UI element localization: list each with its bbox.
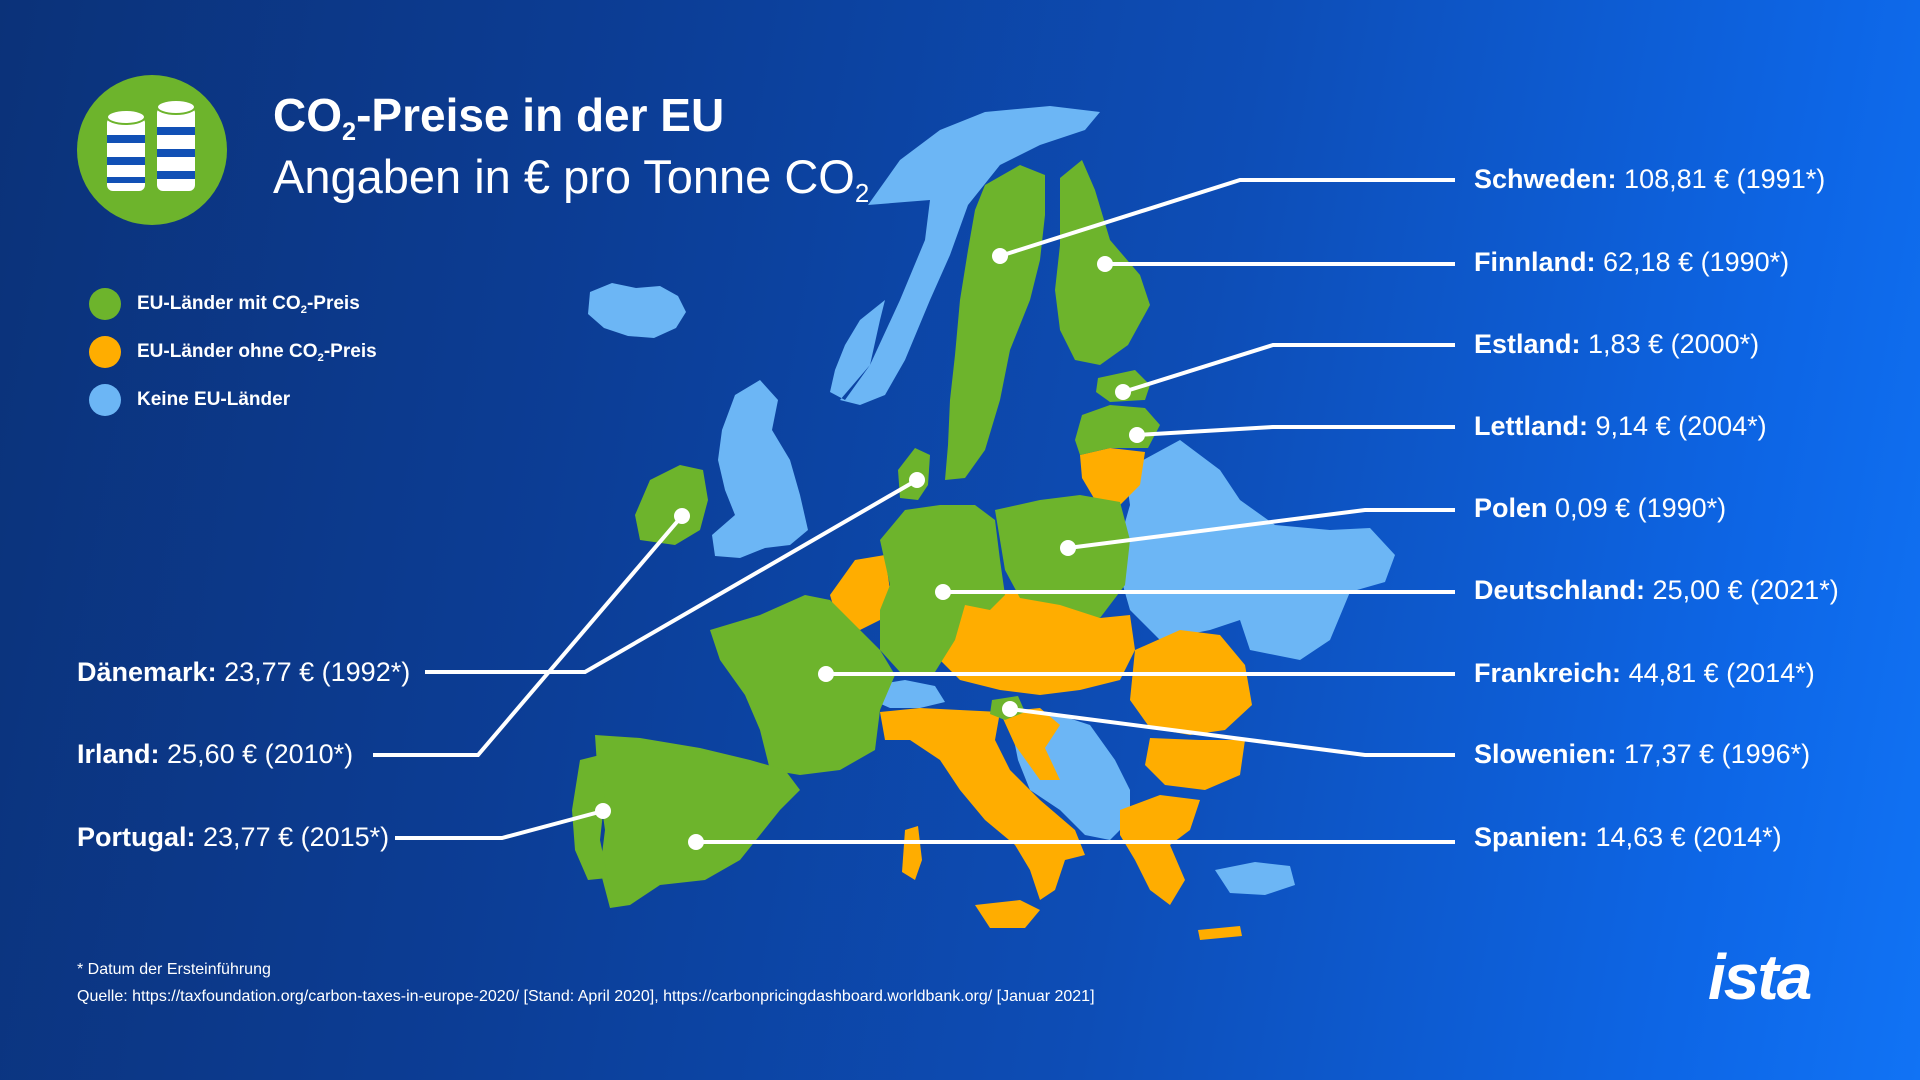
map-benelux (830, 555, 890, 630)
map-poland (995, 495, 1130, 618)
map-romania (1130, 630, 1252, 735)
dot-lettland (1129, 427, 1145, 443)
map-lithuania (1080, 448, 1145, 505)
dot-frankreich (818, 666, 834, 682)
callout-schweden: Schweden: 108,81 € (1991*) (1474, 164, 1826, 194)
connector-irland (373, 514, 684, 757)
legend-dot-green (89, 288, 121, 320)
legend-label: EU-Länder ohne CO2-Preis (137, 340, 377, 364)
legend-label: Keine EU-Länder (137, 389, 291, 410)
dot-deutschland (935, 584, 951, 600)
legend-label: EU-Länder mit CO2-Preis (137, 292, 360, 316)
connector-estland (1122, 343, 1455, 394)
callout-estland: Estland: 1,83 € (2000*) (1474, 329, 1760, 359)
dot-daenemark (909, 472, 925, 488)
map-bulgaria (1145, 738, 1245, 790)
map-croatia (1000, 708, 1060, 780)
dot-estland (1115, 384, 1131, 400)
callout-frankreich: Frankreich: 44,81 € (2014*) (1474, 658, 1815, 688)
footnote: * Datum der Ersteinführung (77, 961, 271, 978)
callout-portugal: Portugal: 23,77 € (2015*) (77, 822, 390, 852)
connector-portugal (395, 809, 604, 840)
legend-dot-blue (89, 384, 121, 416)
callout-irland: Irland: 25,60 € (2010*) (77, 739, 354, 769)
map-uk (712, 380, 808, 558)
connector-daenemark (425, 478, 919, 674)
map-spain (595, 735, 800, 908)
page-title: CO2-Preise in der EU (273, 89, 725, 146)
connector-schweden (999, 178, 1455, 258)
callout-finnland: Finnland: 62,18 € (1990*) (1474, 247, 1790, 277)
connector-slowenien (1009, 707, 1455, 757)
dot-portugal (595, 803, 611, 819)
map-france (710, 595, 895, 775)
map-greece (1120, 795, 1200, 905)
map-switzerland (872, 680, 945, 708)
callout-lettland: Lettland: 9,14 € (2004*) (1474, 411, 1767, 441)
map-east (1120, 440, 1395, 660)
map-iceland (588, 283, 686, 338)
map-sweden (945, 165, 1045, 480)
logo-badge (77, 75, 227, 225)
dot-spanien (688, 834, 704, 850)
map-crete (1198, 926, 1242, 940)
coin-stacks-icon (106, 99, 196, 191)
source-note: Quelle: https://taxfoundation.org/carbon… (77, 988, 1095, 1005)
map-sicily (975, 900, 1040, 928)
map-central-eu (940, 592, 1135, 695)
map-norway (830, 106, 1100, 405)
dot-polen (1060, 540, 1076, 556)
dot-slowenien (1002, 701, 1018, 717)
map-portugal (572, 755, 608, 880)
legend-dot-orange (89, 336, 121, 368)
callout-daenemark: Dänemark: 23,77 € (1992*) (77, 657, 411, 687)
legend-item-non-eu: Keine EU-Länder (89, 383, 290, 417)
map-turkey (1215, 862, 1295, 895)
ista-logo: ista (1708, 941, 1812, 1013)
callout-deutschland: Deutschland: 25,00 € (2021*) (1474, 575, 1839, 605)
connector-polen (1067, 508, 1455, 550)
callout-slowenien: Slowenien: 17,37 € (1996*) (1474, 739, 1811, 769)
legend-item-eu-without-price: EU-Länder ohne CO2-Preis (89, 335, 377, 369)
map-italy (880, 708, 1085, 900)
map-ireland (635, 465, 708, 545)
connector-lettland (1136, 425, 1455, 437)
callout-spanien: Spanien: 14,63 € (2014*) (1474, 822, 1782, 852)
dot-irland (674, 508, 690, 524)
page-subtitle: Angaben in € pro Tonne CO2 (273, 150, 870, 209)
callout-polen: Polen 0,09 € (1990*) (1474, 493, 1727, 523)
dot-schweden (992, 248, 1008, 264)
legend-item-eu-with-price: EU-Länder mit CO2-Preis (89, 287, 360, 321)
map-sardinia (902, 826, 922, 880)
map-latvia (1075, 405, 1160, 455)
dot-finnland (1097, 256, 1113, 272)
